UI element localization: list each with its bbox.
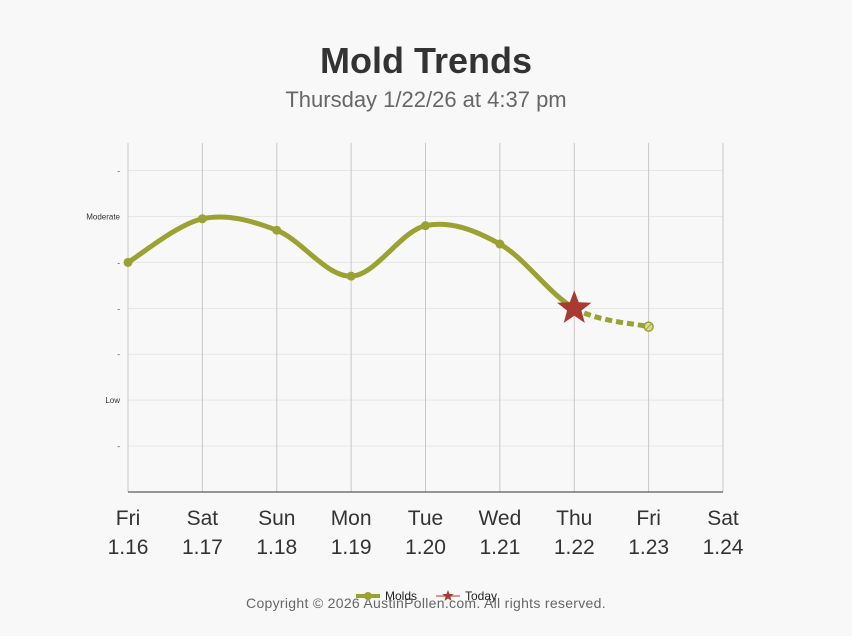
x-tick-day: Sat <box>707 507 739 530</box>
legend-item-molds[interactable]: Molds <box>355 589 417 603</box>
today-marker <box>557 290 592 323</box>
x-tick-day: Sun <box>258 507 295 530</box>
legend-label-molds: Molds <box>385 589 418 603</box>
data-point <box>421 221 430 231</box>
y-tick-label: Low <box>105 396 120 405</box>
legend-item-today[interactable]: Today <box>435 589 497 603</box>
y-tick-label: - <box>117 442 120 451</box>
x-tick-day: Mon <box>331 507 372 530</box>
series-line-molds-forecast <box>573 306 650 330</box>
x-tick-day: Fri <box>636 507 661 530</box>
y-tick-label: - <box>117 304 120 313</box>
x-tick-date: 1.17 <box>182 536 223 559</box>
data-point <box>272 225 282 235</box>
x-tick-date: 1.18 <box>256 536 297 559</box>
x-tick-day: Sat <box>187 507 219 530</box>
x-tick-day: Thu <box>556 507 592 530</box>
chart-subtitle: Thursday 1/22/26 at 4:37 pm <box>285 87 567 112</box>
x-tick-date: 1.22 <box>554 536 595 559</box>
x-tick-date: 1.20 <box>405 536 446 559</box>
x-tick-date: 1.16 <box>108 536 149 559</box>
x-tick-day: Fri <box>116 507 141 530</box>
x-tick-day: Wed <box>478 507 521 530</box>
chart-title: Mold Trends <box>319 40 532 81</box>
data-point <box>346 271 356 281</box>
copyright-text: Copyright © 2026 AustinPollen.com. All r… <box>246 595 606 611</box>
data-point <box>495 239 505 249</box>
y-tick-label: - <box>117 258 120 267</box>
x-tick-date: 1.23 <box>628 536 669 559</box>
x-tick-day: Tue <box>408 507 443 530</box>
star-icon <box>436 590 460 601</box>
y-tick-label: - <box>117 350 120 359</box>
data-point <box>123 257 133 267</box>
legend-label-today: Today <box>465 589 498 603</box>
line-dot-icon <box>356 592 380 600</box>
x-tick-date: 1.19 <box>331 536 372 559</box>
x-tick-date: 1.24 <box>703 536 744 559</box>
data-point <box>197 214 207 224</box>
y-tick-label: Moderate <box>86 212 120 221</box>
data-point-hatch <box>645 323 652 331</box>
x-tick-date: 1.21 <box>479 536 520 559</box>
y-tick-label: - <box>117 167 120 176</box>
